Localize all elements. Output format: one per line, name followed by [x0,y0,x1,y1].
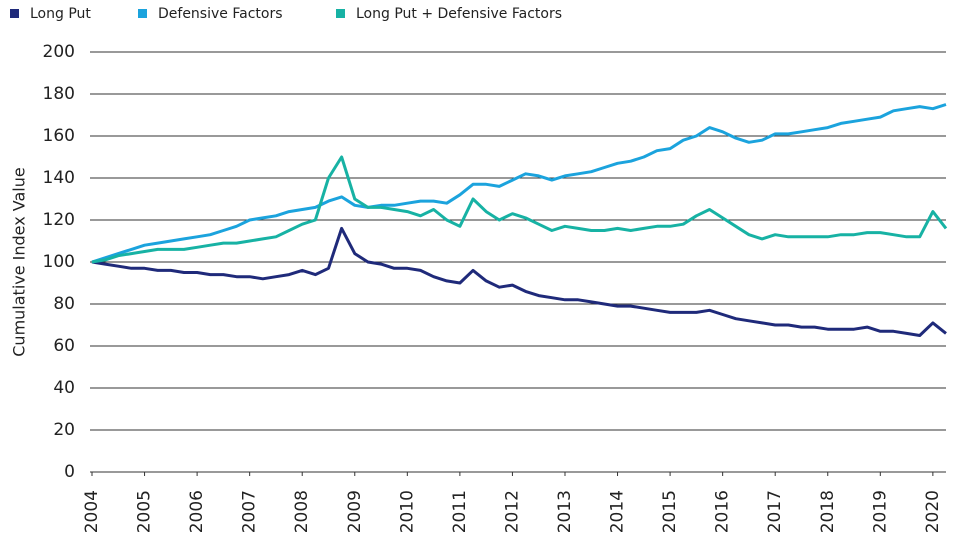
series-line [91,226,947,337]
x-tick-label: 2019 [870,490,890,533]
x-tick-label: 2015 [660,490,680,533]
y-tick-label: 20 [53,420,75,440]
x-tick-label: 2020 [923,490,943,533]
x-tick-label: 2004 [82,490,102,533]
y-tick-label: 60 [53,336,75,356]
legend-label: Long Put + Defensive Factors [356,6,562,22]
x-tick-label: 2010 [397,490,417,533]
series-line [91,155,948,264]
y-tick-label: 200 [43,42,75,62]
y-tick-label: 140 [43,168,75,188]
x-tick-label: 2008 [292,490,312,533]
y-tick-label: 120 [43,210,75,230]
x-tick-label: 2018 [818,490,838,533]
y-tick-label: 180 [43,84,75,104]
x-tick-label: 2013 [555,490,575,533]
series-line [91,103,947,264]
x-tick-label: 2012 [502,490,522,533]
x-tick-label: 2011 [450,490,470,533]
y-tick-label: 40 [53,378,75,398]
legend-swatch [336,9,345,18]
legend-swatch [10,9,19,18]
x-tick-label: 2009 [345,490,365,533]
x-tick-label: 2014 [608,490,628,533]
legend-label: Long Put [30,6,91,22]
y-tick-label: 100 [43,252,75,272]
y-tick-label: 0 [64,462,75,482]
legend-label: Defensive Factors [158,6,283,22]
x-tick-label: 2005 [135,490,155,533]
x-tick-label: 2007 [240,490,260,533]
x-tick-label: 2016 [713,490,733,533]
y-axis-title: Cumulative Index Value [10,167,29,356]
y-tick-label: 80 [53,294,75,314]
x-tick-label: 2006 [187,490,207,533]
legend-swatch [138,9,147,18]
y-tick-label: 160 [43,126,75,146]
x-tick-label: 2017 [765,490,785,533]
